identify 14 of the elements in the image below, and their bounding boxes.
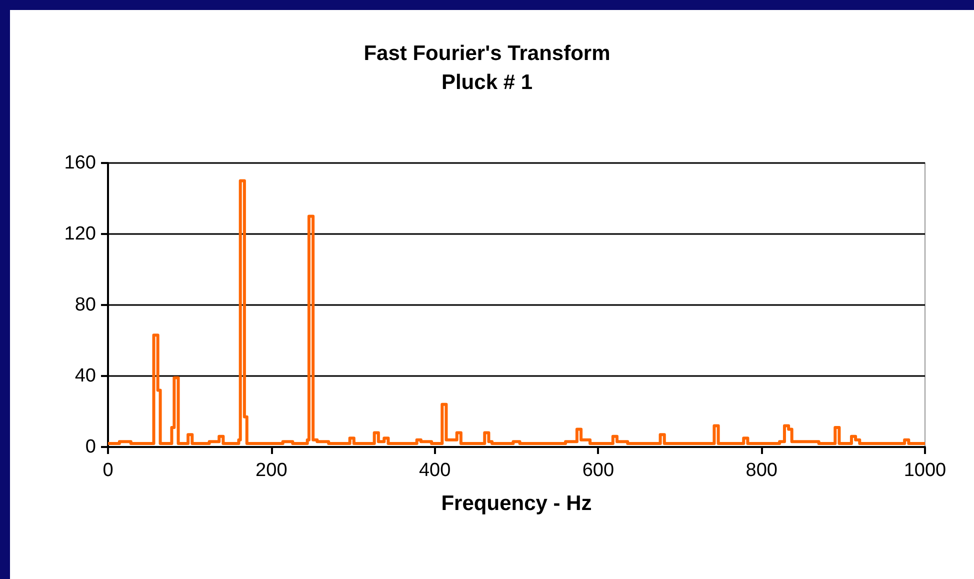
chart-title: Fast Fourier's Transform [364,42,610,65]
x-tick-label: 600 [582,460,614,481]
y-tick-label: 120 [64,224,96,244]
y-tick-label: 40 [74,366,96,386]
y-tick-label: 0 [85,436,96,458]
x-tick-label: 800 [746,460,778,481]
y-tick-label: 80 [74,294,96,316]
x-tick-label: 0 [102,460,114,481]
y-tick-label: 160 [64,152,96,174]
x-tick-label: 1000 [904,460,946,481]
chart-subtitle: Pluck # 1 [441,71,533,94]
x-tick-label: 200 [256,460,288,481]
x-tick-label: 400 [418,460,451,481]
x-axis-title: Frequency - Hz [441,492,592,515]
